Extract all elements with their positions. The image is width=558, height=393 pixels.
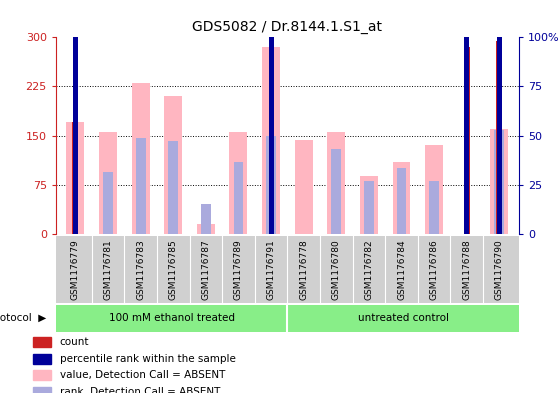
Bar [295, 140, 312, 234]
Text: GSM1176791: GSM1176791 [267, 239, 276, 300]
Bar [331, 149, 341, 234]
Bar [490, 129, 508, 234]
Bar [73, 123, 78, 234]
Text: GSM1176779: GSM1176779 [71, 239, 80, 300]
Bar [429, 182, 439, 234]
Bar [266, 136, 276, 234]
Text: rank, Detection Call = ABSENT: rank, Detection Call = ABSENT [60, 387, 220, 393]
Text: 100 mM ethanol treated: 100 mM ethanol treated [109, 313, 234, 323]
Text: GSM1176789: GSM1176789 [234, 239, 243, 300]
Text: GSM1176784: GSM1176784 [397, 239, 406, 300]
Bar [397, 168, 406, 234]
Bar [103, 172, 113, 234]
Bar [33, 354, 51, 364]
Bar [262, 47, 280, 234]
Text: GSM1176778: GSM1176778 [299, 239, 308, 300]
Bar [33, 337, 51, 347]
Text: GSM1176790: GSM1176790 [495, 239, 504, 300]
Bar [136, 138, 146, 234]
Bar [464, 47, 470, 234]
Text: GSM1176786: GSM1176786 [430, 239, 439, 300]
Bar [494, 130, 504, 234]
Bar [73, 0, 78, 234]
Text: GSM1176783: GSM1176783 [136, 239, 145, 300]
Bar [393, 162, 411, 234]
Bar [201, 204, 211, 234]
Bar [233, 162, 243, 234]
Text: count: count [60, 337, 89, 347]
Bar [66, 123, 84, 234]
Text: percentile rank within the sample: percentile rank within the sample [60, 354, 235, 364]
Bar [464, 0, 469, 234]
Text: GSM1176785: GSM1176785 [169, 239, 177, 300]
Bar [229, 132, 247, 234]
Bar [197, 224, 215, 234]
Text: GSM1176788: GSM1176788 [462, 239, 472, 300]
Bar [364, 182, 374, 234]
Bar [287, 305, 519, 332]
Bar [99, 132, 117, 234]
Bar [169, 141, 178, 234]
Text: value, Detection Call = ABSENT: value, Detection Call = ABSENT [60, 370, 225, 380]
Bar [33, 370, 51, 380]
Bar [56, 236, 519, 303]
Bar [33, 387, 51, 393]
Text: GSM1176781: GSM1176781 [103, 239, 113, 300]
Title: GDS5082 / Dr.8144.1.S1_at: GDS5082 / Dr.8144.1.S1_at [193, 20, 382, 33]
Bar [360, 176, 378, 234]
Text: GSM1176780: GSM1176780 [332, 239, 341, 300]
Bar [132, 83, 150, 234]
Bar [164, 96, 182, 234]
Text: untreated control: untreated control [358, 313, 449, 323]
Bar [268, 0, 273, 234]
Bar [328, 132, 345, 234]
Bar [497, 0, 502, 234]
Bar [497, 40, 502, 234]
Text: GSM1176782: GSM1176782 [364, 239, 373, 300]
Text: GSM1176787: GSM1176787 [201, 239, 210, 300]
Bar [56, 305, 287, 332]
Bar [425, 145, 443, 234]
Text: protocol  ▶: protocol ▶ [0, 313, 46, 323]
